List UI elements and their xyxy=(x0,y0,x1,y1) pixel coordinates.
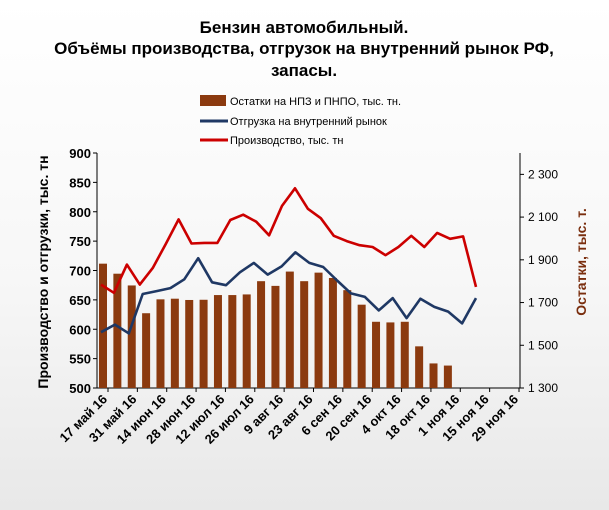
shipments-line xyxy=(100,251,478,335)
left-tick-label: 900 xyxy=(69,146,91,161)
stocks-bar xyxy=(285,271,294,388)
left-tick-label: 750 xyxy=(69,234,91,249)
left-axis-ticks: 500 550 600 650 700 750 800 850 900 xyxy=(69,146,97,396)
right-tick-label: 2 100 xyxy=(528,210,558,224)
right-tick-label: 1 500 xyxy=(528,338,558,352)
stocks-bar xyxy=(357,304,366,388)
stocks-bar xyxy=(271,285,280,388)
legend-label-shipments: Отгрузка на внутренний рынок xyxy=(230,116,387,128)
stocks-bar xyxy=(242,294,251,388)
legend-label-stocks: Остатки на НПЗ и ПНПО, тыс. тн. xyxy=(230,96,401,108)
stocks-bar xyxy=(257,281,266,388)
left-tick-label: 600 xyxy=(69,322,91,337)
stocks-bar xyxy=(343,290,352,388)
stocks-bar xyxy=(386,322,395,388)
stocks-bar xyxy=(429,363,438,388)
stocks-bar xyxy=(300,281,309,388)
stocks-bar xyxy=(372,321,381,388)
left-tick-label: 800 xyxy=(69,205,91,220)
right-tick-label: 1 900 xyxy=(528,253,558,267)
stocks-bar xyxy=(170,298,179,388)
stocks-bars xyxy=(99,263,452,388)
right-tick-label: 1 300 xyxy=(528,381,558,395)
chart-title-line-2: Объёмы производства, отгрузок на внутрен… xyxy=(54,39,554,58)
stocks-bar xyxy=(328,277,337,388)
legend: Остатки на НПЗ и ПНПО, тыс. тн. Отгрузка… xyxy=(200,95,401,147)
stocks-bar xyxy=(443,365,452,388)
left-tick-label: 650 xyxy=(69,293,91,308)
right-tick-label: 1 700 xyxy=(528,296,558,310)
production-line xyxy=(100,187,478,295)
left-tick-label: 700 xyxy=(69,264,91,279)
left-tick-label: 550 xyxy=(69,352,91,367)
legend-swatch-stocks xyxy=(200,95,226,106)
y-axis-left-title: Производство и отгрузки, тыс. тн xyxy=(35,155,51,388)
stocks-bar xyxy=(199,299,208,388)
stocks-bar xyxy=(228,295,237,388)
stocks-bar xyxy=(415,346,424,388)
right-tick-label: 2 300 xyxy=(528,167,558,181)
stocks-bar xyxy=(142,313,151,388)
stocks-bar xyxy=(213,295,222,388)
left-tick-label: 500 xyxy=(69,381,91,396)
stocks-bar xyxy=(185,299,194,388)
y-axis-right-title: Остатки, тыс. т. xyxy=(573,208,589,315)
chart-title-line-3: запасы. xyxy=(271,61,337,80)
right-axis-ticks: 1 300 1 500 1 700 1 900 2 100 2 300 xyxy=(520,167,558,395)
stocks-bar xyxy=(113,273,122,388)
chart-title-line-1: Бензин автомобильный. xyxy=(200,18,409,37)
stocks-bar xyxy=(314,272,323,388)
stocks-bar xyxy=(127,285,136,388)
stocks-bar xyxy=(400,321,409,388)
series-lines xyxy=(100,187,478,335)
stocks-bar xyxy=(156,299,165,388)
left-tick-label: 850 xyxy=(69,175,91,190)
stocks-bar xyxy=(99,263,107,388)
legend-label-production: Производство, тыс. тн xyxy=(230,135,344,147)
